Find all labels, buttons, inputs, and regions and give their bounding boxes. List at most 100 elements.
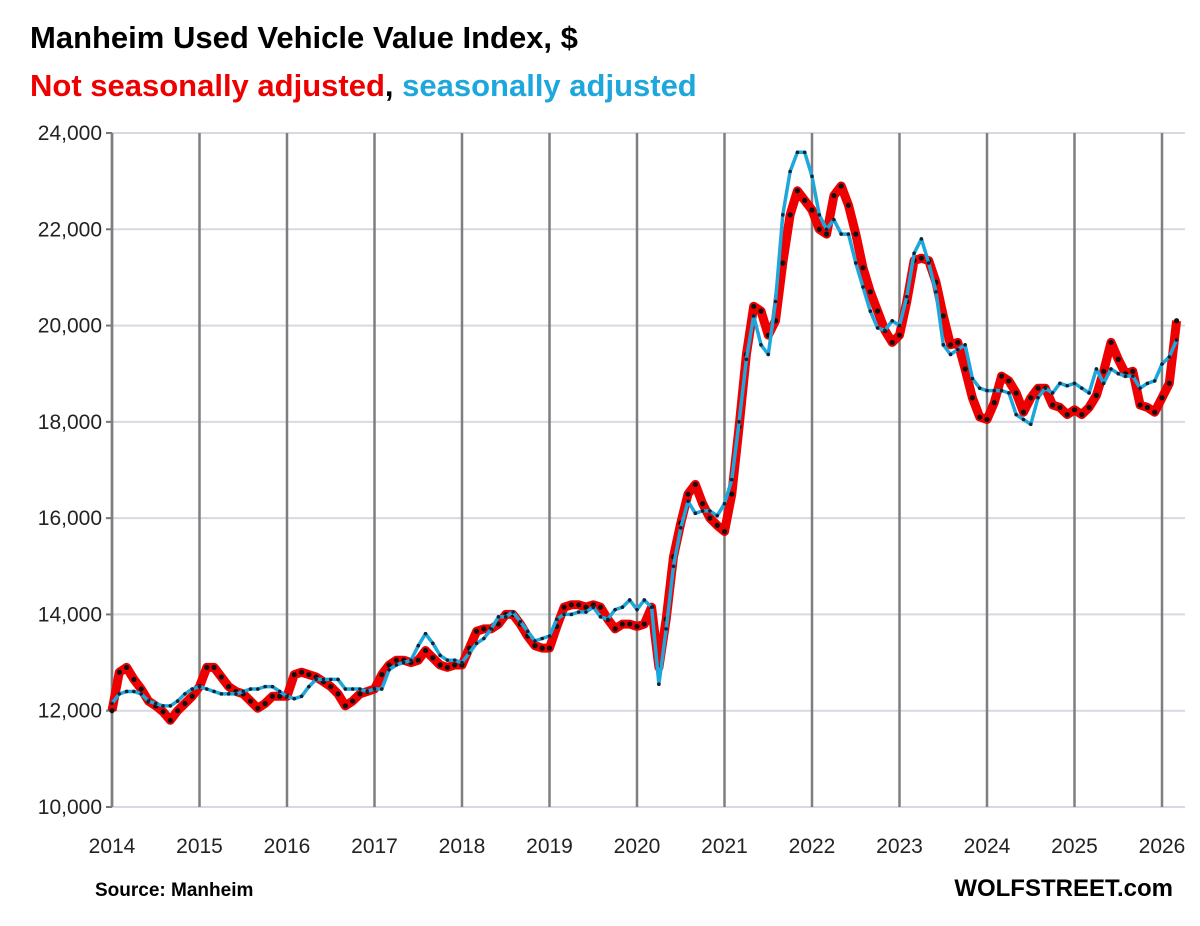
data-point [1057,404,1063,411]
data-point [788,169,792,174]
data-point [875,326,880,330]
data-point [1079,412,1085,418]
data-point [415,657,421,663]
data-point [1131,374,1135,378]
x-tick-label: 2023 [876,835,923,858]
data-point [350,698,356,704]
data-point [298,669,305,675]
data-point [627,598,632,602]
y-tick-label: 22,000 [38,218,102,241]
data-point [328,677,333,682]
data-point [167,717,173,723]
data-point [467,651,472,655]
data-point [970,376,975,381]
data-point [992,388,997,393]
data-point [473,628,480,634]
data-point [1072,381,1077,386]
data-point [533,639,537,643]
data-point [861,285,865,289]
data-point [685,491,691,497]
x-tick-label: 2021 [701,835,748,858]
data-point [941,343,946,347]
data-point [335,691,341,697]
data-point [758,308,764,314]
x-tick-label: 2022 [789,835,836,858]
y-tick-label: 16,000 [38,507,102,530]
y-tick-label: 12,000 [38,700,102,723]
data-point [845,202,852,208]
data-point [926,261,931,265]
data-point [606,617,610,622]
data-point [539,645,545,651]
data-point [379,687,384,691]
data-point [1101,381,1106,386]
data-point [1137,402,1143,408]
data-point [1028,395,1034,401]
data-point [977,386,982,390]
data-point [759,343,763,347]
data-point [189,693,195,699]
data-point [912,251,916,256]
data-point [247,698,254,704]
data-point [802,197,808,203]
data-point [693,511,698,516]
data-point [1109,367,1113,371]
data-point [584,610,588,614]
data-point [291,672,297,678]
data-point [175,708,181,714]
data-point [234,692,238,696]
data-point [977,414,983,420]
data-point [161,704,165,708]
data-point [219,692,224,696]
data-point [714,522,720,528]
data-point [1065,383,1070,388]
data-point [839,232,843,236]
data-point [722,501,727,506]
data-point [422,647,429,654]
source-note: Source: Manheim [95,880,253,901]
data-point [1020,409,1027,415]
data-point [729,477,734,482]
data-point [657,682,661,687]
data-point [999,388,1004,393]
data-point [889,339,895,346]
data-point [256,687,260,691]
data-point [481,626,487,632]
data-point [116,669,122,675]
data-point [1159,395,1165,401]
data-point [211,664,217,670]
data-point [692,481,698,488]
legend-separator: , [385,68,402,103]
data-point [546,645,553,651]
data-point [183,692,187,696]
data-point [299,694,304,699]
data-point [802,150,807,155]
data-point [342,703,348,709]
data-point [649,605,654,610]
data-point [409,658,413,662]
data-point [1152,409,1158,415]
data-point [956,347,960,352]
data-point [576,602,582,608]
data-point [795,150,800,155]
data-point [460,660,464,665]
data-point [248,687,253,691]
data-point [168,704,173,708]
data-point [1115,356,1121,362]
data-point [1043,386,1048,390]
x-tick-label: 2018 [439,835,486,858]
data-point [853,231,859,237]
data-point [1007,391,1011,395]
data-point [700,501,706,507]
data-point [204,664,210,670]
series-nsa [107,181,1182,725]
data-point [832,217,836,222]
data-point [110,701,114,706]
data-point [269,693,276,699]
data-point [190,687,195,691]
data-point [474,641,479,646]
data-point [867,289,873,295]
data-point [365,689,370,694]
chart-title: Manheim Used Vehicle Value Index, $ [30,20,578,55]
y-tick-label: 18,000 [38,411,102,434]
